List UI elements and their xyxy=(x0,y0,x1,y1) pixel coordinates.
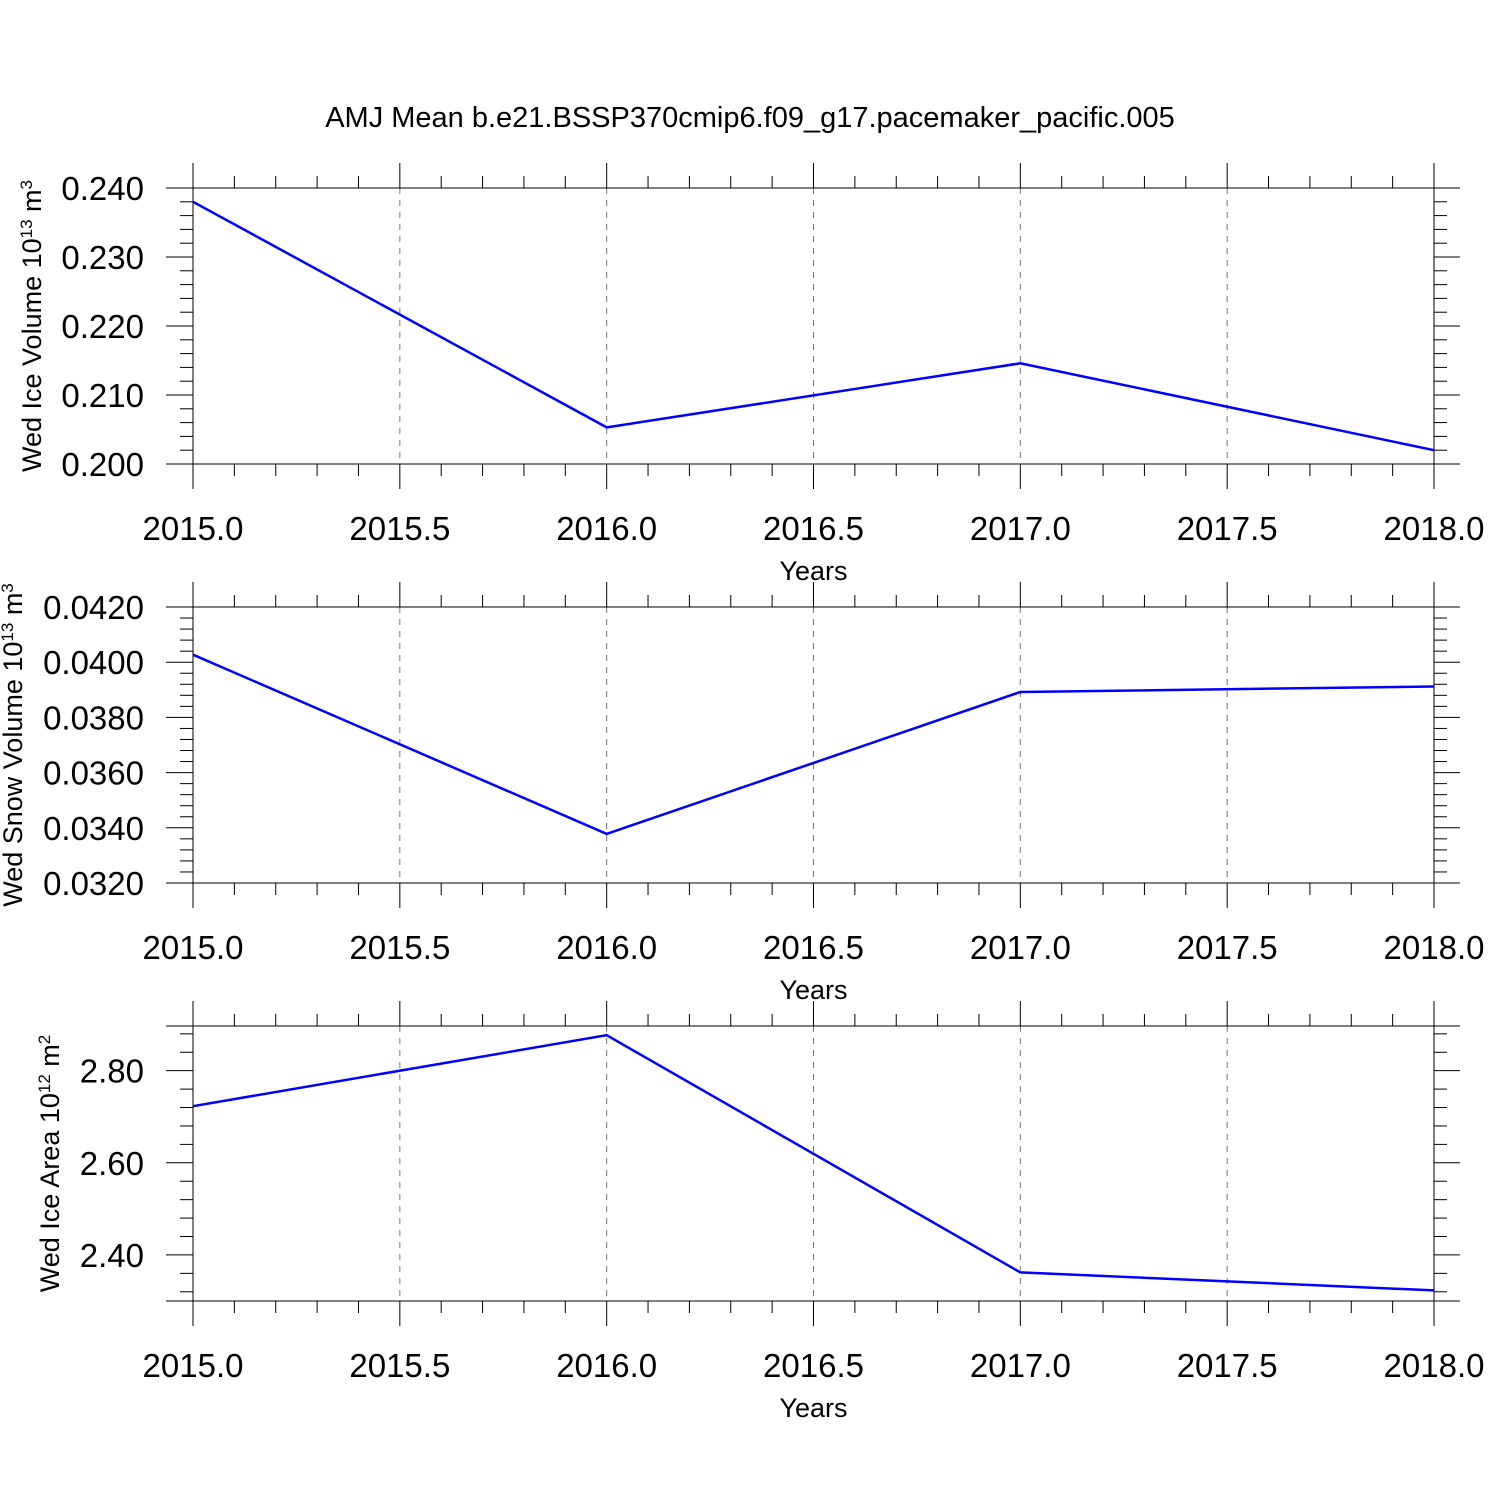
x-tick-label: 2017.0 xyxy=(970,1347,1071,1384)
x-tick-label: 2018.0 xyxy=(1384,1347,1485,1384)
x-tick-label: 2015.0 xyxy=(143,510,244,547)
y-tick-label: 2.80 xyxy=(80,1053,144,1090)
panel-ice-area: 2015.0 2015.5 2016.0 2016.5 2017.0 2017.5 2018… xyxy=(35,1001,1485,1423)
series-line xyxy=(192,200,1435,452)
x-tick-label: 2017.0 xyxy=(970,929,1071,966)
x-axis-label: Years xyxy=(779,975,847,1005)
x-tick-label: 2015.5 xyxy=(349,929,450,966)
y-axis-label: Wed Ice Volume 1013 m3 xyxy=(17,180,48,472)
y-tick-label: 0.200 xyxy=(61,446,144,483)
y-tick-label: 2.60 xyxy=(80,1145,144,1182)
x-tick-label: 2017.5 xyxy=(1177,1347,1278,1384)
x-tick-label: 2016.0 xyxy=(556,510,657,547)
y-tick-label: 2.40 xyxy=(80,1237,144,1274)
x-tick-label: 2018.0 xyxy=(1384,929,1485,966)
x-tick-label: 2015.5 xyxy=(349,1347,450,1384)
y-tick-label: 0.0320 xyxy=(43,865,144,902)
x-tick-label: 2017.5 xyxy=(1177,929,1278,966)
x-tick-label: 2016.0 xyxy=(556,929,657,966)
y-tick-label: 0.0420 xyxy=(43,589,144,626)
x-tick-label: 2017.0 xyxy=(970,510,1071,547)
x-tick-label: 2015.0 xyxy=(143,1347,244,1384)
y-tick-label: 0.0340 xyxy=(43,810,144,847)
figure-title: AMJ Mean b.e21.BSSP370cmip6.f09_g17.pace… xyxy=(325,102,1175,134)
panel-ice-volume: 2015.0 2015.5 2016.0 2016.5 2017.0 2017.5 2018… xyxy=(17,163,1485,586)
y-tick-label: 0.220 xyxy=(61,308,144,345)
series-line xyxy=(192,653,1435,836)
y-tick-label: 0.0360 xyxy=(43,755,144,792)
x-tick-label: 2018.0 xyxy=(1384,510,1485,547)
y-tick-label: 0.0380 xyxy=(43,699,144,736)
y-tick-label: 0.0400 xyxy=(43,644,144,681)
x-tick-label: 2015.5 xyxy=(349,510,450,547)
x-tick-label: 2015.0 xyxy=(143,929,244,966)
y-axis-label: Wed Snow Volume 1013 m3 xyxy=(0,583,28,907)
x-axis-label: Years xyxy=(779,1393,847,1423)
x-tick-label: 2017.5 xyxy=(1177,510,1278,547)
x-tick-label: 2016.5 xyxy=(763,929,864,966)
x-tick-label: 2016.5 xyxy=(763,510,864,547)
x-axis-label: Years xyxy=(779,556,847,586)
x-tick-label: 2016.5 xyxy=(763,1347,864,1384)
y-tick-label: 0.230 xyxy=(61,239,144,276)
y-tick-label: 0.240 xyxy=(61,170,144,207)
panel-snow-volume: 2015.0 2015.5 2016.0 2016.5 2017.0 2017.5 2018… xyxy=(0,582,1484,1005)
y-tick-label: 0.210 xyxy=(61,377,144,414)
y-axis-label: Wed Ice Area 1012 m2 xyxy=(35,1035,66,1293)
x-tick-label: 2016.0 xyxy=(556,1347,657,1384)
series-line xyxy=(192,1033,1435,1292)
